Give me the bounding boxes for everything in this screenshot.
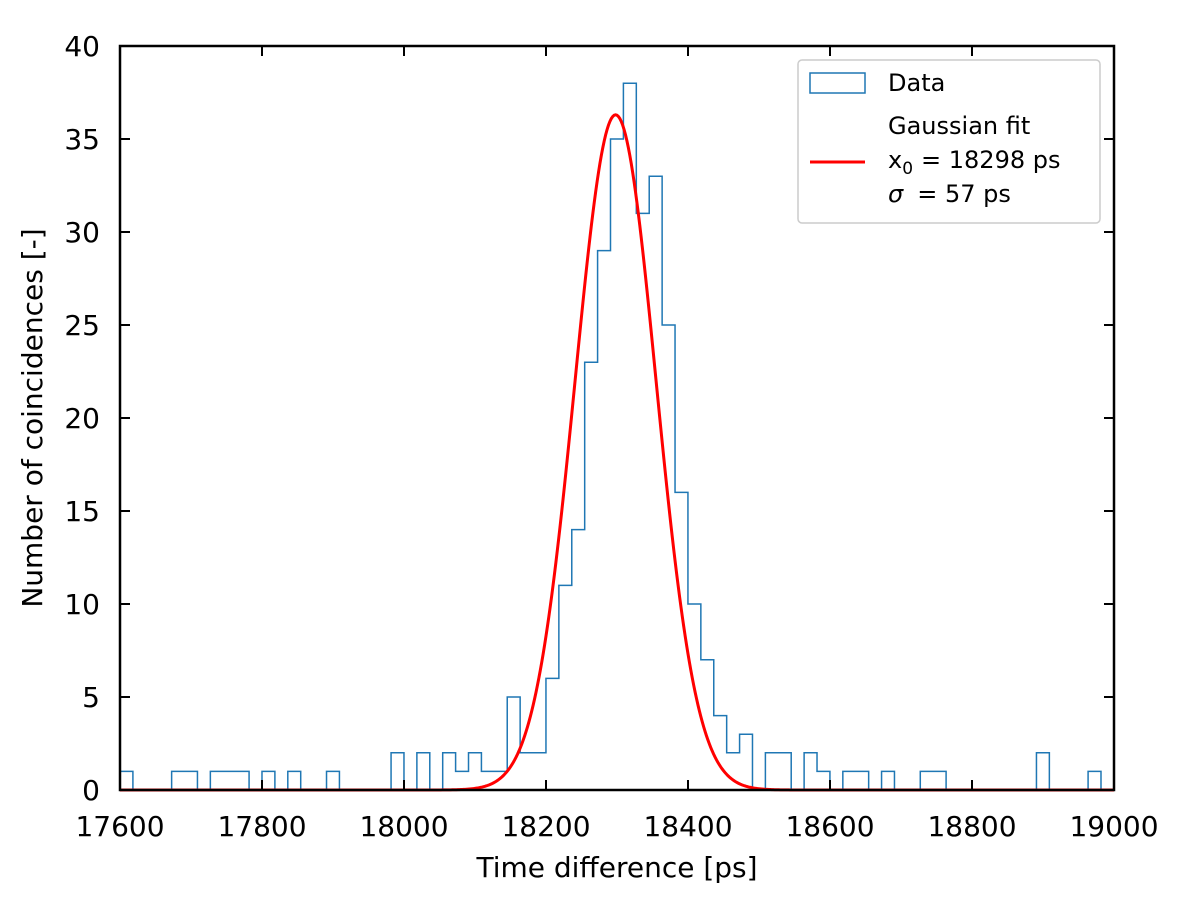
y-tick-label: 30 — [64, 216, 100, 249]
y-tick-label: 0 — [82, 774, 100, 807]
legend-data-label: Data — [888, 69, 945, 97]
histogram-bin — [417, 753, 430, 790]
histogram-bin — [456, 771, 469, 790]
histogram-bin — [327, 771, 340, 790]
histogram-bin — [572, 530, 585, 790]
histogram-bin — [662, 325, 675, 790]
histogram-bin — [546, 678, 559, 790]
histogram-bin — [933, 771, 946, 790]
histogram-bin — [223, 771, 236, 790]
x-axis-title: Time difference [ps] — [475, 851, 757, 884]
y-tick-label: 40 — [64, 30, 100, 63]
histogram-bin — [1036, 753, 1049, 790]
x-tick-label: 18200 — [501, 810, 590, 843]
histogram-bin — [391, 753, 404, 790]
legend-fit-x0: x0 = 18298 ps — [888, 146, 1060, 179]
histogram-bin — [120, 771, 133, 790]
histogram-bin — [185, 771, 198, 790]
y-tick-label: 25 — [64, 309, 100, 342]
legend-sigma-symbol: σ — [888, 180, 904, 208]
histogram-bin — [610, 139, 623, 790]
histogram-bin — [507, 697, 520, 790]
x-tick-label: 17800 — [217, 810, 306, 843]
histogram-bin — [765, 753, 778, 790]
y-axis-title: Number of coincidences [-] — [16, 228, 49, 607]
legend-x0-value: = 18298 ps — [921, 146, 1060, 174]
histogram-bin — [817, 771, 830, 790]
histogram-bin — [714, 716, 727, 790]
histogram-bin — [585, 362, 598, 790]
y-tick-label: 35 — [64, 123, 100, 156]
histogram-bin — [469, 753, 482, 790]
x-tick-label: 18600 — [785, 810, 874, 843]
x-tick-label: 19000 — [1069, 810, 1158, 843]
legend-fit-sigma: σ = 57 ps — [888, 180, 1011, 208]
histogram-bin — [443, 753, 456, 790]
histogram-bin — [778, 753, 791, 790]
legend-x0-subscript: 0 — [902, 159, 913, 179]
histogram-bin — [740, 734, 753, 790]
histogram-bin — [172, 771, 185, 790]
histogram-bin — [598, 251, 611, 790]
histogram-bin — [210, 771, 223, 790]
histogram-bin — [804, 753, 817, 790]
x-tick-label: 17600 — [75, 810, 164, 843]
histogram-bin — [262, 771, 275, 790]
x-tick-label: 18000 — [359, 810, 448, 843]
histogram-bin — [649, 176, 662, 790]
histogram-bin — [288, 771, 301, 790]
histogram-bin — [559, 585, 572, 790]
histogram-bin — [856, 771, 869, 790]
histogram-bin — [688, 604, 701, 790]
legend-frame — [797, 59, 1101, 224]
histogram-bin — [920, 771, 933, 790]
x-tick-label: 18400 — [643, 810, 732, 843]
y-tick-label: 10 — [64, 588, 100, 621]
histogram-bin — [236, 771, 249, 790]
y-tick-label: 5 — [82, 681, 100, 714]
legend: Data Gaussian fit x0 = 18298 ps σ = 57 ps — [797, 59, 1101, 224]
legend-x0-symbol: x — [888, 146, 902, 174]
histogram-bin — [533, 753, 546, 790]
y-tick-label: 15 — [64, 495, 100, 528]
legend-sigma-value: = 57 ps — [917, 180, 1011, 208]
legend-data-swatch — [809, 72, 866, 94]
histogram-bin — [1088, 771, 1101, 790]
histogram-bin — [882, 771, 895, 790]
ticks: 17600 17800 18000 18200 18400 18600 18800 19000… — [64, 30, 1158, 843]
x-tick-label: 18800 — [927, 810, 1016, 843]
legend-fit-title: Gaussian fit — [888, 112, 1030, 140]
histogram-bin — [843, 771, 856, 790]
histogram-bin — [520, 753, 533, 790]
y-tick-label: 20 — [64, 402, 100, 435]
